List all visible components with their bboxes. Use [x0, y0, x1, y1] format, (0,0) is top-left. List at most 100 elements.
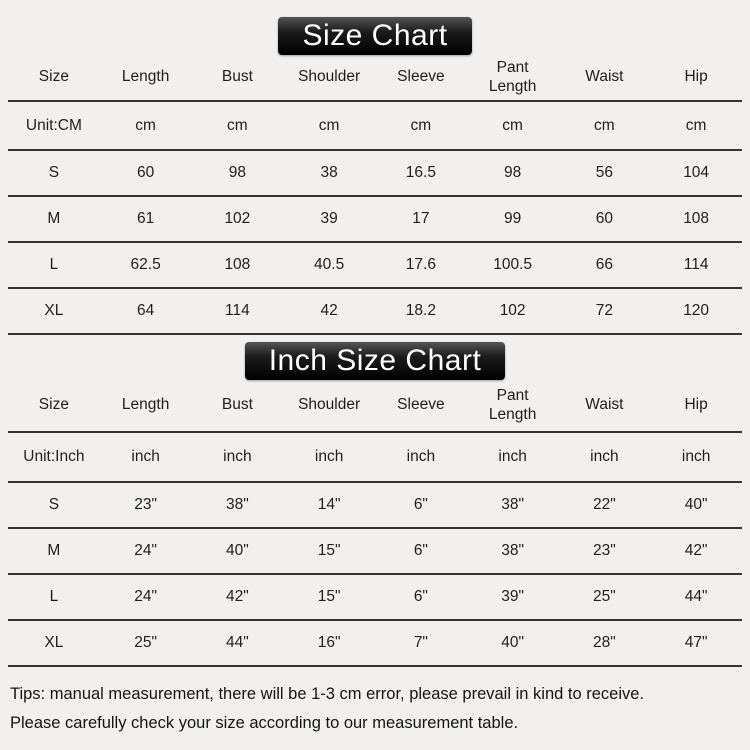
- unit-cell: inch: [131, 448, 160, 465]
- measurement-cell: 108: [683, 210, 710, 227]
- unit-cell: cm: [685, 116, 707, 134]
- column-header-label: Size: [38, 68, 69, 86]
- size-label-cell: L: [49, 588, 59, 605]
- unit-cell: cm: [227, 116, 248, 134]
- column-header: Hip: [650, 55, 742, 101]
- unit-cell: Unit:Inch: [23, 448, 85, 465]
- measurement-cell: 42": [684, 542, 708, 559]
- measurement-cell: 44": [684, 588, 708, 605]
- measurement-cell: 6": [413, 588, 428, 605]
- measurement-cell: 56: [595, 164, 613, 181]
- size-row-XL: XL 64 114 42 18.2 102 72 120: [8, 288, 742, 334]
- size-row-M: M 24" 40" 15" 6" 38" 23" 42": [8, 528, 742, 574]
- measurement-cell: 39: [320, 210, 338, 227]
- measurement-cell: 40": [501, 634, 524, 651]
- inch-chart-title-banner: Inch Size Chart: [244, 342, 506, 380]
- measurement-cell: 42: [320, 302, 338, 319]
- size-label-cell: M: [47, 542, 61, 559]
- measurement-cell: 17.6: [405, 256, 436, 273]
- measurement-cell: 38": [501, 542, 524, 559]
- column-header-label: Shoulder: [298, 68, 361, 86]
- measurement-cell: 60: [595, 210, 613, 227]
- measurement-cell: 120: [683, 302, 710, 319]
- column-header-label: Bust: [221, 396, 253, 414]
- measurement-cell: 7": [413, 634, 428, 651]
- unit-cell: inch: [498, 448, 527, 465]
- column-header: Waist: [559, 55, 651, 101]
- measurement-cell: 44": [226, 634, 249, 651]
- size-label-cell: XL: [44, 634, 64, 651]
- column-header-label: Hip: [684, 68, 708, 86]
- measurement-cell: 60: [137, 164, 155, 181]
- measurement-cell: 39": [501, 588, 524, 605]
- size-label-cell: S: [48, 496, 60, 513]
- measurement-cell: 102: [499, 302, 526, 319]
- measurement-cell: 66: [595, 256, 613, 273]
- column-header: Waist: [559, 380, 651, 432]
- size-row-S: S 60 98 38 16.5 98 56 104: [8, 150, 742, 196]
- column-header: Length: [100, 55, 192, 101]
- measurement-cell: 15": [317, 542, 341, 559]
- column-header-label: Waist: [585, 396, 624, 414]
- cm-size-table: Size Length Bust Shoulder Sleeve Pant Length W…: [8, 55, 742, 335]
- column-header-label: Hip: [684, 396, 708, 414]
- measurement-cell: 108: [224, 256, 251, 273]
- measurement-cell: 16.5: [405, 164, 436, 181]
- measurement-cell: 42": [226, 588, 249, 605]
- header-row: Size Length Bust Shoulder Sleeve Pant Length W…: [8, 380, 742, 432]
- unit-cell: Unit:CM: [25, 116, 82, 134]
- unit-cell: cm: [502, 116, 523, 134]
- measurement-cell: 6": [413, 542, 428, 559]
- measurement-cell: 61: [137, 210, 155, 227]
- cm-table-header: Size Length Bust Shoulder Sleeve Pant Length W…: [8, 55, 742, 101]
- measurement-cell: 16": [317, 634, 341, 651]
- size-label-cell: XL: [44, 302, 64, 319]
- column-header: Size: [8, 380, 100, 432]
- column-header-label: Shoulder: [298, 396, 361, 414]
- column-header-label: Sleeve: [397, 396, 445, 414]
- unit-row: Unit:Inch inch inch inch inch inch inch inch: [8, 432, 742, 482]
- size-row-XL: XL 25" 44" 16" 7" 40" 28" 47": [8, 620, 742, 666]
- unit-cell: inch: [406, 448, 436, 465]
- unit-row: Unit:CM cm cm cm cm cm cm cm: [8, 101, 742, 150]
- column-header-label: Waist: [585, 68, 624, 86]
- measurement-cell: 47": [684, 634, 708, 651]
- column-header-label: Length: [121, 396, 170, 414]
- column-header-label: Length: [121, 68, 170, 86]
- measurement-cell: 100.5: [493, 256, 533, 273]
- measurement-cell: 62.5: [130, 256, 161, 273]
- column-header: Shoulder: [283, 55, 375, 101]
- measurement-cell: 24": [134, 542, 157, 559]
- measurement-cell: 28": [593, 634, 616, 651]
- measurement-cell: 24": [134, 588, 157, 605]
- column-header-label: Bust: [221, 68, 253, 86]
- measurement-cell: 99: [504, 210, 522, 227]
- cm-chart-title-banner: Size Chart: [278, 17, 472, 55]
- header-row: Size Length Bust Shoulder Sleeve Pant Length W…: [8, 55, 742, 101]
- size-label-cell: S: [48, 164, 60, 181]
- size-label-cell: L: [49, 256, 59, 273]
- measurement-cell: 114: [683, 256, 709, 273]
- unit-cell: cm: [318, 116, 340, 134]
- tip-line-2: Please carefully check your size accordi…: [10, 714, 519, 732]
- measurement-cell: 114: [225, 302, 250, 319]
- measurement-cell: 98: [504, 164, 522, 181]
- column-header: Sleeve: [375, 55, 467, 101]
- measurement-cell: 14": [317, 496, 341, 513]
- measurement-cell: 38": [226, 496, 249, 513]
- column-header: Shoulder: [283, 380, 375, 432]
- measurement-cell: 18.2: [405, 302, 436, 319]
- measurement-cell: 38: [320, 164, 338, 181]
- measurement-cell: 25": [134, 634, 157, 651]
- size-label-cell: M: [47, 210, 61, 227]
- unit-cell: cm: [135, 116, 156, 134]
- column-header: Size: [8, 55, 100, 101]
- column-header: Length: [100, 380, 192, 432]
- column-header: Pant Length: [467, 380, 559, 432]
- tip-line-1: Tips: manual measurement, there will be …: [10, 685, 645, 703]
- column-header: Bust: [192, 380, 284, 432]
- measurement-cell: 15": [317, 588, 341, 605]
- unit-cell: inch: [681, 448, 711, 465]
- size-row-S: S 23" 38" 14" 6" 38" 22" 40": [8, 482, 742, 528]
